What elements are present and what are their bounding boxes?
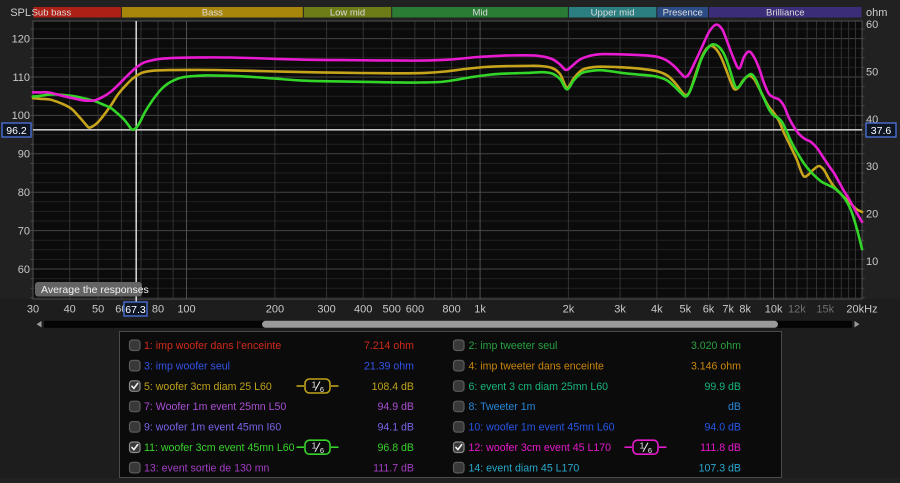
- svg-text:30: 30: [27, 304, 39, 316]
- svg-text:Sub bass: Sub bass: [32, 8, 72, 19]
- svg-text:96.8 dB: 96.8 dB: [377, 442, 414, 454]
- svg-text:7.214 ohm: 7.214 ohm: [364, 340, 414, 352]
- svg-text:dB: dB: [728, 401, 741, 413]
- svg-text:3: imp woofer seul: 3: imp woofer seul: [144, 360, 230, 372]
- svg-text:15k: 15k: [816, 304, 834, 316]
- svg-text:1: 1: [312, 441, 317, 451]
- svg-text:37.6: 37.6: [871, 125, 892, 137]
- svg-text:94.1 dB: 94.1 dB: [377, 422, 414, 434]
- svg-text:2: imp tweeter seul: 2: imp tweeter seul: [469, 340, 558, 352]
- svg-text:3.020 ohm: 3.020 ohm: [691, 340, 741, 352]
- svg-text:10: 10: [866, 256, 878, 268]
- svg-text:108.4 dB: 108.4 dB: [372, 381, 414, 393]
- svg-text:80: 80: [152, 304, 164, 316]
- svg-text:400: 400: [354, 304, 372, 316]
- svg-text:30: 30: [866, 161, 878, 173]
- svg-text:9: woofer 1m event 45mn I60: 9: woofer 1m event 45mn I60: [144, 422, 281, 434]
- svg-text:20: 20: [866, 209, 878, 221]
- svg-text:94.0 dB: 94.0 dB: [704, 422, 741, 434]
- svg-text:Bass: Bass: [202, 8, 223, 19]
- svg-text:Low mid: Low mid: [330, 8, 365, 19]
- svg-text:1: 1: [312, 380, 317, 390]
- svg-text:94.9 dB: 94.9 dB: [377, 401, 414, 413]
- svg-text:8: Tweeter 1m: 8: Tweeter 1m: [469, 401, 536, 413]
- svg-text:14: event diam 45 L170: 14: event diam 45 L170: [469, 462, 580, 474]
- svg-text:20kHz: 20kHz: [846, 304, 877, 316]
- svg-text:60: 60: [866, 19, 878, 31]
- svg-text:96.2: 96.2: [6, 125, 27, 137]
- svg-text:4: imp tweeter dans enceinte: 4: imp tweeter dans enceinte: [469, 360, 605, 372]
- svg-text:110: 110: [12, 72, 30, 84]
- svg-text:1: 1: [640, 441, 645, 451]
- svg-text:ohm: ohm: [866, 7, 887, 19]
- svg-text:21.39 ohm: 21.39 ohm: [364, 360, 414, 372]
- svg-text:500: 500: [383, 304, 401, 316]
- svg-text:111.7 dB: 111.7 dB: [373, 462, 414, 474]
- svg-text:50: 50: [866, 67, 878, 79]
- svg-text:5: woofer 3cm diam 25 L60: 5: woofer 3cm diam 25 L60: [144, 381, 272, 393]
- svg-text:100: 100: [12, 110, 30, 122]
- svg-text:60: 60: [18, 264, 30, 276]
- svg-text:107.3 dB: 107.3 dB: [699, 462, 741, 474]
- svg-text:300: 300: [317, 304, 335, 316]
- svg-text:2k: 2k: [563, 304, 575, 316]
- svg-text:Presence: Presence: [663, 8, 703, 19]
- svg-text:12: woofer 3cm event 45 L170: 12: woofer 3cm event 45 L170: [469, 442, 612, 454]
- svg-text:1k: 1k: [474, 304, 486, 316]
- svg-text:111.8 dB: 111.8 dB: [700, 442, 741, 454]
- svg-text:50: 50: [92, 304, 104, 316]
- svg-text:1: imp woofer dans l’enceinte: 1: imp woofer dans l’enceinte: [144, 340, 281, 352]
- svg-text:600: 600: [406, 304, 424, 316]
- svg-text:100: 100: [177, 304, 195, 316]
- svg-text:80: 80: [18, 187, 30, 199]
- svg-text:Brilliance: Brilliance: [766, 8, 805, 19]
- svg-text:800: 800: [442, 304, 460, 316]
- svg-text:4k: 4k: [651, 304, 663, 316]
- svg-text:40: 40: [64, 304, 76, 316]
- svg-text:Upper mid: Upper mid: [591, 8, 635, 19]
- svg-text:Mid: Mid: [472, 8, 487, 19]
- svg-text:8k: 8k: [739, 304, 751, 316]
- svg-text:3k: 3k: [614, 304, 626, 316]
- svg-text:6: event 3 cm diam 25mn L60: 6: event 3 cm diam 25mn L60: [469, 381, 609, 393]
- svg-text:6: 6: [320, 385, 324, 394]
- svg-text:6: 6: [648, 446, 652, 455]
- svg-text:99.9 dB: 99.9 dB: [704, 381, 741, 393]
- svg-text:90: 90: [18, 149, 30, 161]
- svg-text:13: event sortie de 130 mn: 13: event sortie de 130 mn: [144, 462, 270, 474]
- svg-text:11: woofer 3cm event 45mn L60: 11: woofer 3cm event 45mn L60: [144, 442, 295, 454]
- svg-text:10: woofer 1m event 45mn L60: 10: woofer 1m event 45mn L60: [469, 422, 615, 434]
- svg-text:7: Woofer 1m event 25mn L50: 7: Woofer 1m event 25mn L50: [144, 401, 286, 413]
- svg-text:3.146 ohm: 3.146 ohm: [691, 360, 741, 372]
- svg-text:120: 120: [12, 33, 30, 45]
- svg-text:Average the responses: Average the responses: [41, 284, 149, 296]
- svg-text:12k: 12k: [788, 304, 806, 316]
- svg-text:6: 6: [320, 446, 324, 455]
- svg-text:200: 200: [266, 304, 284, 316]
- svg-text:5k: 5k: [679, 304, 691, 316]
- svg-text:70: 70: [18, 225, 30, 237]
- svg-text:6k: 6k: [703, 304, 715, 316]
- svg-text:10k: 10k: [765, 304, 783, 316]
- svg-text:SPL: SPL: [10, 7, 31, 19]
- svg-text:67.3: 67.3: [125, 304, 146, 316]
- svg-text:7k: 7k: [722, 304, 734, 316]
